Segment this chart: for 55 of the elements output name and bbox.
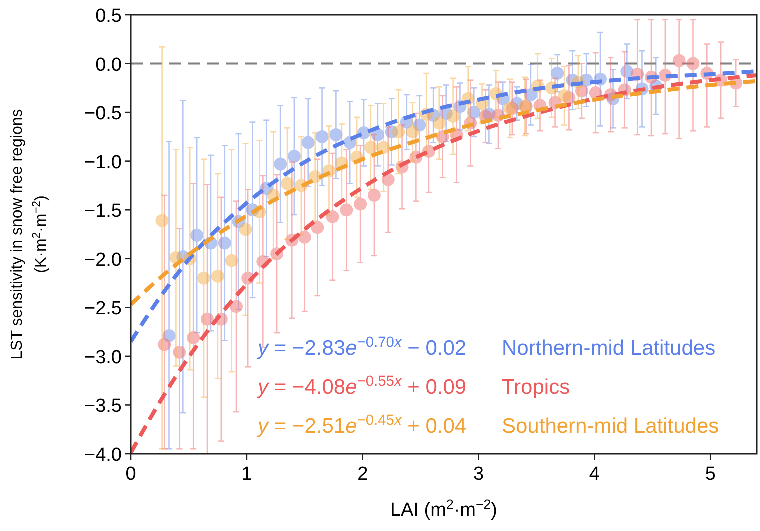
text: Southern-mid Latitudes	[502, 415, 720, 438]
point	[340, 204, 354, 217]
point	[446, 110, 460, 123]
text: Northern-mid Latitudes	[502, 337, 716, 360]
point	[198, 272, 211, 285]
point	[274, 158, 288, 171]
x-tick-label: 4	[589, 464, 600, 485]
point	[686, 57, 700, 70]
point	[364, 141, 378, 154]
point	[218, 236, 232, 250]
point	[239, 223, 252, 236]
y-tick-label: −4.0	[84, 445, 122, 466]
point	[432, 116, 446, 130]
x-tick-label: 2	[358, 464, 368, 485]
text: y = −2.83e$^{−0.70}$$^{x}$ − 0.02	[256, 335, 467, 360]
point	[302, 136, 315, 150]
y-tick-label: −1.0	[84, 152, 122, 174]
point	[392, 126, 406, 139]
point	[156, 214, 169, 228]
point	[406, 126, 420, 139]
point	[230, 300, 243, 314]
x-tick-label: 1	[242, 464, 252, 485]
y-tick-label: −1.5	[84, 201, 122, 222]
x-tick-label: 5	[705, 464, 716, 485]
point	[326, 210, 340, 224]
point	[558, 89, 572, 102]
text: Tropics	[502, 376, 570, 399]
text: y = −4.08e$^{−0.55}$$^{x}$ + 0.09	[256, 374, 467, 399]
point	[298, 230, 312, 244]
line-series	[131, 79, 757, 307]
point	[211, 270, 224, 283]
point	[377, 141, 390, 154]
point	[551, 67, 564, 80]
point	[368, 188, 381, 202]
point	[354, 198, 368, 211]
point	[187, 331, 200, 344]
point	[201, 312, 214, 326]
y-tick-label: −0.5	[84, 104, 122, 125]
point	[672, 54, 686, 68]
point	[281, 177, 294, 190]
point	[330, 128, 343, 142]
x-axis-title: LAI (m$^{2}$·m$^{−2}$)	[390, 496, 498, 521]
y-tick-label: 0.5	[96, 6, 122, 27]
point	[225, 254, 238, 268]
point	[311, 221, 324, 234]
y-tick-label: −3.0	[84, 347, 122, 368]
point	[288, 150, 301, 163]
y-tick-label: −3.5	[84, 396, 122, 418]
text: y = −2.51e$^{−0.45}$$^{x}$ + 0.04	[256, 413, 467, 438]
y-tick-label: −2.0	[84, 250, 122, 271]
x-tick-label: 3	[473, 464, 484, 485]
x-tick-label: 0	[126, 464, 136, 485]
y-tick-label: −2.5	[84, 298, 122, 320]
point	[316, 130, 329, 144]
y-tick-label: 0.0	[96, 54, 122, 76]
